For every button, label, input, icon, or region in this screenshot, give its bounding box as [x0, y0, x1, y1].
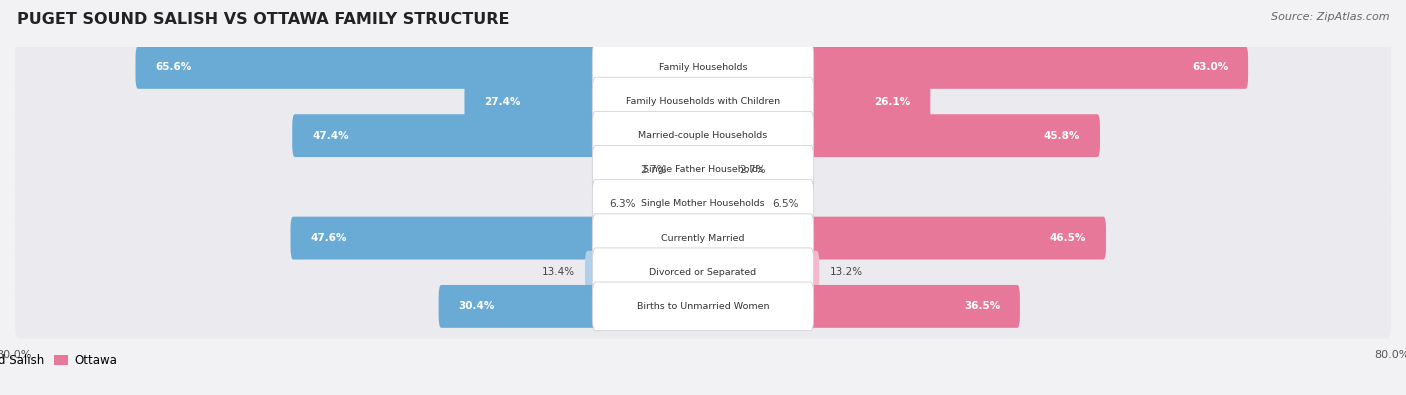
Text: 45.8%: 45.8%: [1043, 131, 1080, 141]
FancyBboxPatch shape: [592, 248, 814, 297]
FancyBboxPatch shape: [15, 172, 1391, 236]
FancyBboxPatch shape: [15, 206, 1391, 270]
FancyBboxPatch shape: [592, 43, 814, 92]
Text: 36.5%: 36.5%: [965, 301, 1000, 311]
FancyBboxPatch shape: [592, 180, 814, 228]
FancyBboxPatch shape: [15, 103, 1391, 168]
Text: 63.0%: 63.0%: [1192, 62, 1229, 72]
FancyBboxPatch shape: [592, 77, 814, 126]
FancyBboxPatch shape: [592, 214, 814, 262]
Text: 6.3%: 6.3%: [609, 199, 636, 209]
Text: 47.4%: 47.4%: [312, 131, 349, 141]
Text: 2.7%: 2.7%: [740, 165, 766, 175]
Text: 6.5%: 6.5%: [772, 199, 799, 209]
Text: Married-couple Households: Married-couple Households: [638, 131, 768, 140]
FancyBboxPatch shape: [700, 114, 1099, 157]
FancyBboxPatch shape: [700, 149, 728, 191]
Legend: Puget Sound Salish, Ottawa: Puget Sound Salish, Ottawa: [0, 349, 122, 372]
Text: 13.4%: 13.4%: [541, 267, 575, 277]
FancyBboxPatch shape: [292, 114, 706, 157]
Text: Currently Married: Currently Married: [661, 233, 745, 243]
Text: Births to Unmarried Women: Births to Unmarried Women: [637, 302, 769, 311]
Text: 30.4%: 30.4%: [458, 301, 495, 311]
FancyBboxPatch shape: [15, 35, 1391, 100]
FancyBboxPatch shape: [647, 182, 706, 226]
FancyBboxPatch shape: [678, 149, 706, 191]
FancyBboxPatch shape: [585, 251, 706, 293]
FancyBboxPatch shape: [700, 182, 762, 226]
FancyBboxPatch shape: [700, 251, 820, 293]
Text: Single Mother Households: Single Mother Households: [641, 199, 765, 209]
Text: 47.6%: 47.6%: [311, 233, 347, 243]
Text: Family Households with Children: Family Households with Children: [626, 97, 780, 106]
FancyBboxPatch shape: [439, 285, 706, 328]
FancyBboxPatch shape: [15, 138, 1391, 202]
FancyBboxPatch shape: [464, 80, 706, 123]
Text: 26.1%: 26.1%: [875, 96, 911, 107]
Text: Family Households: Family Households: [659, 63, 747, 72]
FancyBboxPatch shape: [135, 46, 706, 89]
Text: Divorced or Separated: Divorced or Separated: [650, 268, 756, 277]
FancyBboxPatch shape: [592, 282, 814, 331]
Text: 65.6%: 65.6%: [155, 62, 191, 72]
FancyBboxPatch shape: [700, 80, 931, 123]
Text: Single Father Households: Single Father Households: [643, 166, 763, 174]
FancyBboxPatch shape: [15, 70, 1391, 134]
Text: 27.4%: 27.4%: [484, 96, 520, 107]
FancyBboxPatch shape: [700, 46, 1249, 89]
FancyBboxPatch shape: [700, 217, 1107, 260]
Text: 13.2%: 13.2%: [830, 267, 863, 277]
FancyBboxPatch shape: [15, 274, 1391, 339]
FancyBboxPatch shape: [592, 145, 814, 194]
Text: 46.5%: 46.5%: [1050, 233, 1087, 243]
Text: 80.0%: 80.0%: [0, 350, 32, 360]
Text: PUGET SOUND SALISH VS OTTAWA FAMILY STRUCTURE: PUGET SOUND SALISH VS OTTAWA FAMILY STRU…: [17, 12, 509, 27]
FancyBboxPatch shape: [592, 111, 814, 160]
Text: Source: ZipAtlas.com: Source: ZipAtlas.com: [1271, 12, 1389, 22]
Text: 80.0%: 80.0%: [1374, 350, 1406, 360]
FancyBboxPatch shape: [291, 217, 706, 260]
Text: 2.7%: 2.7%: [640, 165, 666, 175]
FancyBboxPatch shape: [700, 285, 1019, 328]
FancyBboxPatch shape: [15, 240, 1391, 304]
